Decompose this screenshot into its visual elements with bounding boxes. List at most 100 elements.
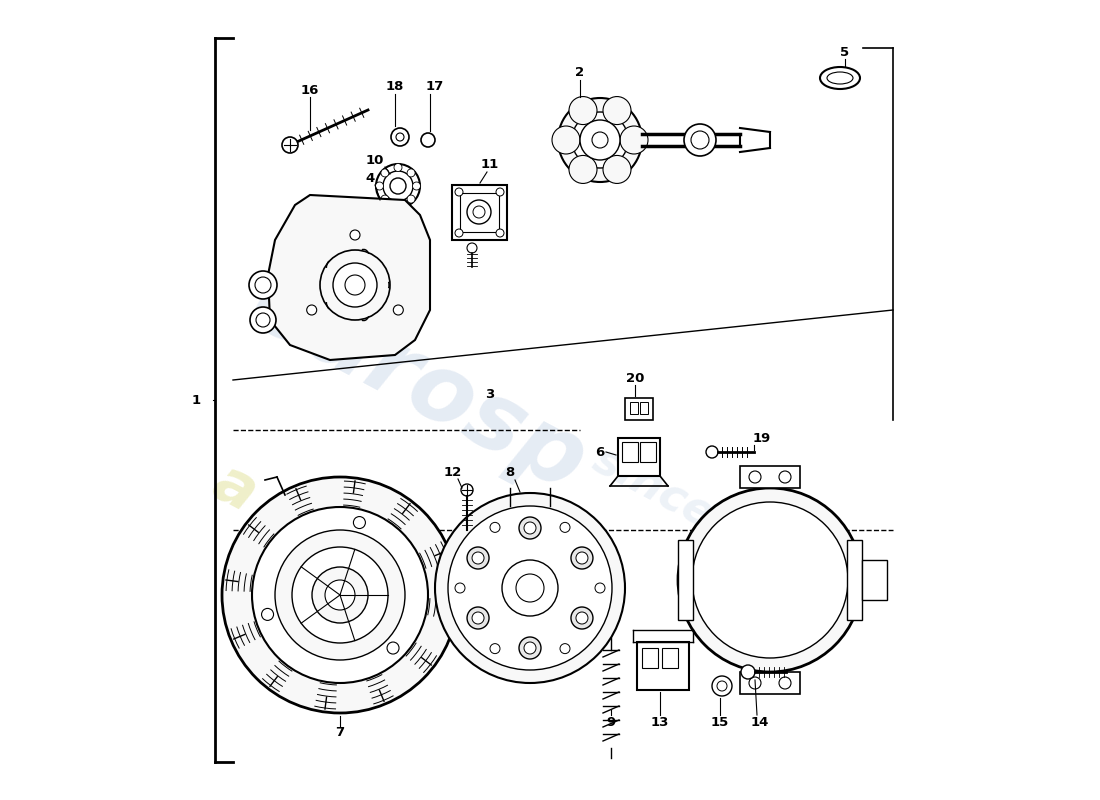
Circle shape — [468, 607, 490, 629]
Circle shape — [684, 124, 716, 156]
Circle shape — [580, 120, 620, 160]
Text: 11: 11 — [481, 158, 499, 171]
Text: 7: 7 — [336, 726, 344, 739]
Circle shape — [472, 612, 484, 624]
Circle shape — [473, 206, 485, 218]
Circle shape — [394, 163, 402, 171]
Circle shape — [472, 552, 484, 564]
Circle shape — [552, 126, 580, 154]
Circle shape — [779, 677, 791, 689]
Circle shape — [333, 263, 377, 307]
Bar — [621, 442, 638, 462]
Circle shape — [524, 522, 536, 534]
Circle shape — [490, 522, 500, 532]
Text: eurosp: eurosp — [234, 258, 602, 510]
Circle shape — [712, 676, 732, 696]
Circle shape — [560, 644, 570, 654]
Bar — [618, 438, 660, 476]
Circle shape — [350, 230, 360, 240]
Circle shape — [468, 547, 490, 569]
Circle shape — [394, 201, 402, 209]
Circle shape — [390, 128, 409, 146]
Circle shape — [312, 567, 368, 623]
Circle shape — [320, 250, 390, 320]
Text: 2: 2 — [575, 66, 584, 78]
Circle shape — [588, 128, 612, 152]
Circle shape — [249, 271, 277, 299]
Ellipse shape — [820, 67, 860, 89]
Circle shape — [502, 560, 558, 616]
Circle shape — [455, 188, 463, 196]
Circle shape — [250, 307, 276, 333]
Circle shape — [496, 229, 504, 237]
Circle shape — [749, 471, 761, 483]
Bar — [640, 442, 656, 462]
Bar — [460, 193, 499, 232]
Bar — [740, 672, 800, 694]
Text: 3: 3 — [485, 389, 495, 402]
Circle shape — [345, 275, 365, 295]
Circle shape — [620, 126, 648, 154]
Bar — [662, 648, 678, 668]
Circle shape — [519, 517, 541, 539]
Circle shape — [455, 229, 463, 237]
Polygon shape — [268, 195, 430, 360]
Circle shape — [576, 552, 588, 564]
Text: 6: 6 — [595, 446, 605, 458]
Circle shape — [222, 477, 458, 713]
Bar — [625, 398, 653, 420]
Bar — [740, 466, 800, 488]
Text: 15: 15 — [711, 715, 729, 729]
Circle shape — [255, 277, 271, 293]
Ellipse shape — [827, 72, 853, 84]
Text: 20: 20 — [626, 371, 645, 385]
Circle shape — [387, 642, 399, 654]
Circle shape — [706, 446, 718, 458]
Circle shape — [779, 471, 791, 483]
Bar — [452, 185, 507, 240]
Circle shape — [407, 195, 415, 203]
Circle shape — [468, 243, 477, 253]
Text: 16: 16 — [300, 83, 319, 97]
Circle shape — [576, 612, 588, 624]
Circle shape — [603, 97, 631, 125]
Text: 12: 12 — [444, 466, 462, 478]
Circle shape — [749, 677, 761, 689]
Bar — [678, 540, 693, 620]
Circle shape — [376, 164, 420, 208]
Circle shape — [381, 195, 389, 203]
Circle shape — [717, 681, 727, 691]
Circle shape — [375, 182, 384, 190]
Text: 1: 1 — [191, 394, 201, 406]
Bar — [847, 540, 862, 620]
Circle shape — [524, 642, 536, 654]
Bar — [637, 642, 689, 690]
Bar — [642, 648, 658, 668]
Circle shape — [394, 305, 404, 315]
Circle shape — [421, 133, 434, 147]
Text: 9: 9 — [606, 715, 616, 729]
Text: 4: 4 — [365, 171, 375, 185]
Text: 8: 8 — [505, 466, 515, 479]
Circle shape — [307, 305, 317, 315]
Circle shape — [595, 583, 605, 593]
Bar — [862, 560, 887, 600]
Circle shape — [275, 530, 405, 660]
Circle shape — [262, 609, 274, 621]
Circle shape — [592, 132, 608, 148]
Circle shape — [490, 644, 500, 654]
Circle shape — [292, 547, 388, 643]
Circle shape — [381, 169, 389, 177]
Circle shape — [572, 112, 628, 168]
Circle shape — [496, 188, 504, 196]
Circle shape — [353, 517, 365, 529]
Circle shape — [324, 580, 355, 610]
Circle shape — [692, 502, 848, 658]
Text: since 1985: since 1985 — [586, 438, 844, 602]
Circle shape — [519, 637, 541, 659]
Circle shape — [455, 583, 465, 593]
Circle shape — [678, 488, 862, 672]
Circle shape — [516, 574, 544, 602]
Text: 18: 18 — [386, 81, 404, 94]
Circle shape — [603, 155, 631, 183]
